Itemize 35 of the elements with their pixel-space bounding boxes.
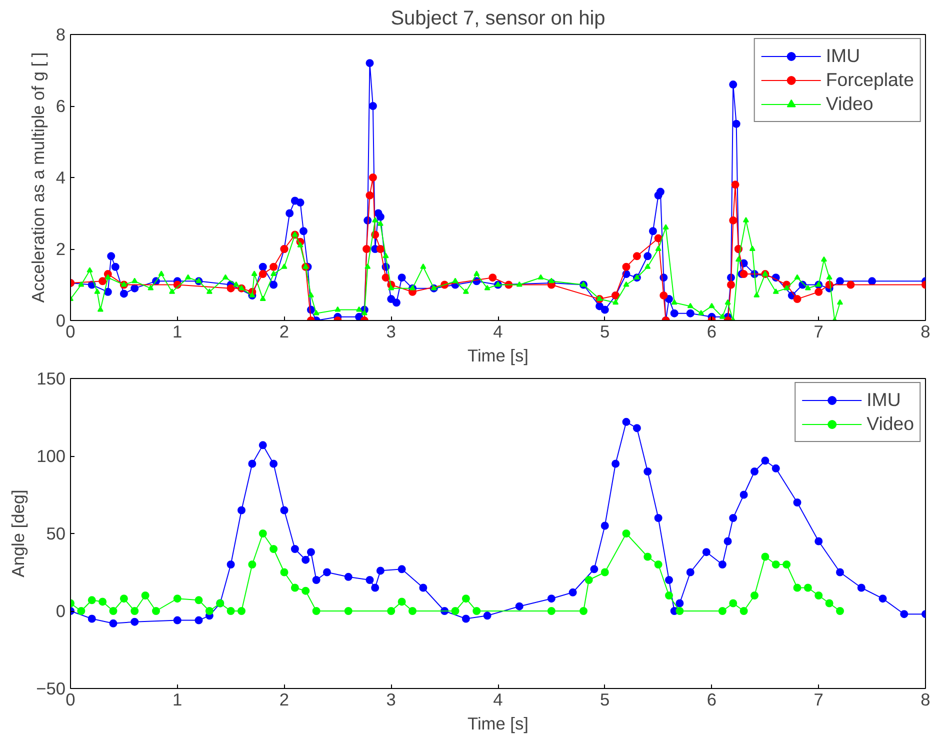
x-tick-label: 4 xyxy=(493,322,504,342)
legend-label: Forceplate xyxy=(826,69,914,91)
x-tick-label: 1 xyxy=(172,690,182,710)
x-axis-title: Time [s] xyxy=(468,714,528,734)
x-tick-label: 1 xyxy=(172,322,182,342)
x-tick-label: 7 xyxy=(814,322,824,342)
legend-label: IMU xyxy=(866,389,901,411)
y-tick-label: 2 xyxy=(56,239,66,259)
y-tick-label: 0 xyxy=(56,601,66,621)
x-tick-label: 5 xyxy=(600,322,610,342)
x-tick-label: 8 xyxy=(920,322,930,342)
x-tick-label: 3 xyxy=(386,322,396,342)
x-tick-label: 6 xyxy=(706,690,717,710)
y-tick-label: −50 xyxy=(36,678,66,698)
x-axis-title: Time [s] xyxy=(468,346,528,366)
x-tick-label: 4 xyxy=(493,690,504,710)
legend-label: Video xyxy=(826,93,874,115)
y-axis-title: Angle [deg] xyxy=(8,490,28,578)
x-tick-label: 7 xyxy=(814,690,824,710)
y-tick-label: 50 xyxy=(46,524,66,544)
x-tick-label: 3 xyxy=(386,690,396,710)
y-tick-label: 100 xyxy=(36,446,66,466)
x-tick-label: 2 xyxy=(279,322,290,342)
legend-label: Video xyxy=(866,413,914,435)
y-tick-label: 6 xyxy=(56,96,66,116)
y-tick-label: 4 xyxy=(56,168,66,188)
x-tick-label: 5 xyxy=(600,690,610,710)
legend-label: IMU xyxy=(826,45,860,67)
y-tick-label: 150 xyxy=(36,368,66,388)
x-tick-label: 2 xyxy=(279,690,290,710)
x-tick-label: 8 xyxy=(920,690,930,710)
y-tick-label: 8 xyxy=(56,24,66,44)
y-axis-title: Acceleration as a multiple of g [ ] xyxy=(28,52,48,303)
chart-title: Subject 7, sensor on hip xyxy=(390,8,606,30)
x-tick-label: 6 xyxy=(706,322,717,342)
